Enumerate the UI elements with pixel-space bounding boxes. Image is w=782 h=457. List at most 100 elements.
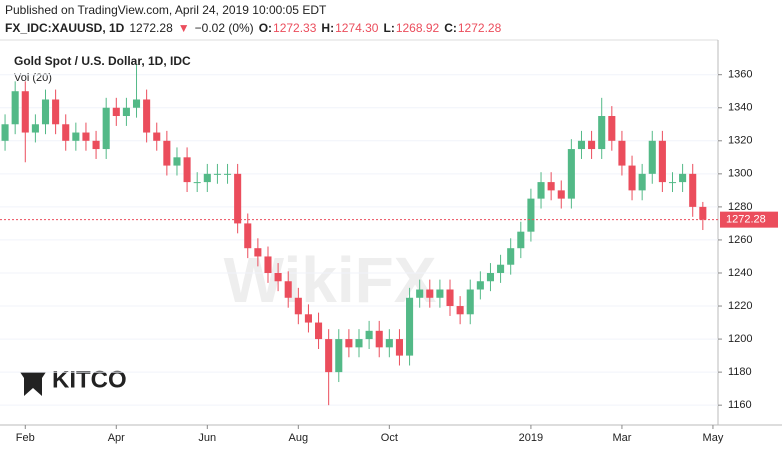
- candle-body: [72, 132, 80, 141]
- y-tick-label: 1340: [728, 102, 752, 114]
- candle-body: [689, 173, 697, 207]
- y-tick-label: 1320: [728, 135, 752, 147]
- ticker-line: FX_IDC:XAUUSD, 1D 1272.28 ▼ −0.02 (0%) O: 127…: [5, 21, 502, 35]
- header-h-label: H:: [321, 21, 334, 35]
- candle-body: [183, 157, 191, 183]
- candle-body: [102, 107, 110, 150]
- candle-body: [315, 322, 323, 340]
- header-arrow: ▼: [178, 21, 190, 35]
- candle-body: [365, 330, 373, 340]
- candle-body: [436, 289, 444, 298]
- x-tick-label: Aug: [289, 432, 309, 444]
- x-tick-label: Mar: [612, 432, 631, 444]
- y-tick-label: 1240: [728, 267, 752, 279]
- x-tick-label: Apr: [108, 432, 125, 444]
- header-o: 1272.33: [273, 21, 317, 35]
- candle-body: [41, 99, 50, 125]
- candle-body: [547, 182, 555, 191]
- y-tick-label: 1180: [728, 366, 752, 378]
- candle-body: [638, 173, 646, 191]
- x-tick-label: Jun: [198, 432, 216, 444]
- header-price: 1272.28: [129, 21, 173, 35]
- x-tick-label: Oct: [381, 432, 398, 444]
- candle-body: [416, 289, 424, 298]
- candle-body: [31, 124, 39, 133]
- candle-body: [325, 339, 333, 373]
- candle-body: [486, 272, 495, 282]
- y-tick-label: 1280: [728, 201, 752, 213]
- candle-body: [244, 223, 252, 249]
- candle-body: [284, 281, 292, 298]
- candle-body: [658, 140, 666, 183]
- candle-body: [304, 314, 312, 323]
- x-tick-label: Feb: [16, 432, 35, 444]
- candle-body: [335, 339, 343, 373]
- candle-body: [153, 132, 161, 141]
- header-o-label: O:: [259, 21, 272, 35]
- candle-body: [375, 330, 383, 348]
- candle-body: [426, 289, 434, 298]
- y-tick-label: 1300: [728, 168, 752, 180]
- y-tick-label: 1160: [728, 399, 752, 411]
- header-c: 1272.28: [458, 21, 502, 35]
- header-symbol: FX_IDC:XAUUSD, 1D: [5, 21, 125, 35]
- candle-body: [406, 297, 414, 356]
- candle-body: [223, 173, 232, 175]
- candle-body: [82, 132, 90, 141]
- candle-body: [193, 182, 201, 184]
- candle-body: [122, 107, 130, 117]
- candle-body: [254, 248, 262, 257]
- header-change: −0.02 (0%): [195, 21, 254, 35]
- candle-body: [537, 182, 545, 199]
- x-tick-label: 2019: [519, 432, 543, 444]
- candle-body: [679, 173, 687, 183]
- candle-body: [557, 190, 565, 199]
- candle-body: [466, 289, 474, 315]
- candle-body: [395, 339, 403, 356]
- candle-body: [163, 140, 171, 166]
- candle-body: [567, 149, 575, 199]
- candle-body: [628, 165, 636, 191]
- last-price-box: [720, 211, 778, 228]
- candle-body: [62, 124, 70, 141]
- chart-title: Gold Spot / U.S. Dollar, 1D, IDC: [14, 54, 191, 68]
- candle-body: [264, 256, 272, 273]
- candle-body: [143, 99, 151, 133]
- candle-body: [648, 140, 656, 174]
- candle-body: [173, 157, 181, 166]
- candle-body: [497, 264, 505, 273]
- y-tick-label: 1220: [728, 300, 752, 312]
- last-price-label: 1272.28: [726, 214, 766, 226]
- candle-body: [21, 91, 29, 133]
- candle-body: [112, 107, 120, 117]
- y-tick-label: 1200: [728, 333, 752, 345]
- candle-body: [234, 173, 242, 224]
- published: Published on TradingView.com, April 24, …: [5, 3, 327, 17]
- header-l: 1268.92: [396, 21, 440, 35]
- candle-body: [598, 116, 606, 150]
- header-l-label: L:: [383, 21, 394, 35]
- candle-body: [92, 140, 100, 150]
- candle-body: [476, 281, 484, 290]
- header-c-label: C:: [444, 21, 457, 35]
- x-tick-label: May: [703, 432, 724, 444]
- candle-body: [618, 140, 626, 166]
- logo: KITCO: [52, 366, 127, 393]
- candle-body: [446, 289, 454, 307]
- candle-body: [213, 173, 221, 175]
- candle-body: [1, 124, 9, 141]
- candle-body: [345, 339, 353, 348]
- candle-body: [456, 306, 464, 315]
- candle-body: [52, 99, 60, 125]
- candle-body: [11, 91, 19, 125]
- candle-body: [517, 231, 525, 249]
- candle-body: [294, 297, 302, 315]
- candle-body: [132, 99, 141, 108]
- candle-body: [385, 339, 393, 348]
- candle-body: [527, 198, 535, 232]
- chart-subtitle: Vol (20): [14, 72, 52, 84]
- candle-body: [608, 116, 616, 141]
- header-h: 1274.30: [335, 21, 379, 35]
- y-tick-label: 1360: [728, 69, 752, 81]
